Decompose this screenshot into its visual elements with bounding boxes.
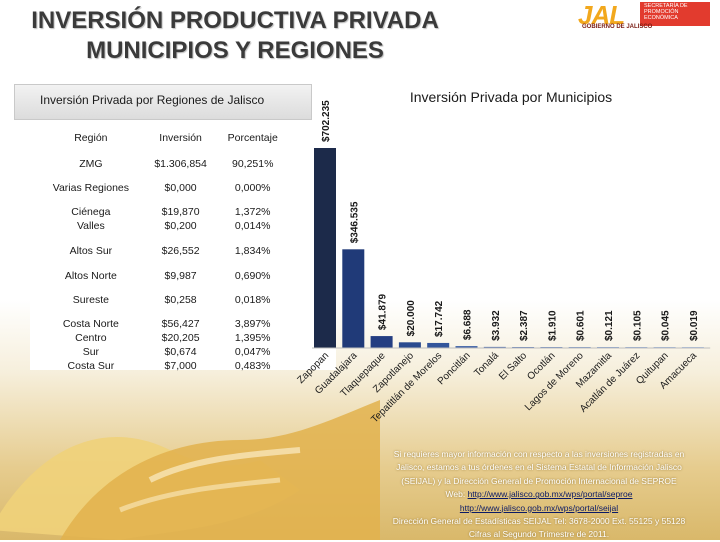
- cell-inversion: $19,870: [161, 206, 200, 218]
- cell-porcentaje: 0,690%: [234, 270, 271, 282]
- info-line1: Si requieres mayor información con respe…: [393, 449, 685, 459]
- jal-logo: JAL SECRETARÍA DE PROMOCIÓN ECONÓMICA GO…: [578, 0, 714, 34]
- cell-porcentaje: 0,047%: [234, 346, 271, 358]
- cell-region: Valles: [76, 220, 105, 232]
- cell-region: Sureste: [72, 294, 109, 306]
- cell-region: Altos Sur: [69, 245, 113, 257]
- cell-porcentaje: 90,251%: [232, 158, 274, 170]
- seproe-link[interactable]: http://www.jalisco.gob.mx/wps/portal/sep…: [467, 489, 633, 500]
- cell-region: Centro: [75, 332, 107, 344]
- header-porcentaje: Porcentaje: [227, 132, 278, 144]
- regions-table-header-row: Región Inversión Porcentaje: [38, 124, 288, 152]
- cell-region: ZMG: [79, 158, 103, 170]
- info-line4: Web: http://www.jalisco.gob.mx/wps/porta…: [376, 488, 702, 501]
- info-line2: Jalisco, estamos a tus órdenes en el Sis…: [396, 462, 682, 473]
- cell-inversion: $0,200: [164, 220, 197, 232]
- cell-porcentaje: 0,014%: [234, 220, 271, 232]
- cell-inversion: $1.306,854: [154, 158, 207, 170]
- regions-table-title: Inversión Privada por Regiones de Jalisc…: [40, 93, 265, 107]
- cell-region: Ciénega: [71, 206, 111, 218]
- table-row: Ciénega Valles $19,870 $0,200 1,372% 0,0…: [38, 200, 288, 238]
- cell-porcentaje: 0,483%: [234, 360, 271, 372]
- info-line7: Cifras al Segundo Trimestre de 2011.: [468, 529, 610, 540]
- cell-region: Varias Regiones: [52, 182, 129, 194]
- info-line6: Dirección General de Estadísticas SEIJAL…: [392, 516, 686, 527]
- cell-region: Altos Norte: [64, 270, 117, 282]
- logo-red-box: [640, 2, 710, 26]
- table-row: ZMG $1.306,854 90,251%: [38, 152, 288, 176]
- cell-inversion: $56,427: [161, 318, 200, 330]
- seijal-link[interactable]: http://www.jalisco.gob.mx/wps/portal/sei…: [459, 502, 619, 513]
- info-web-prefix: Web:: [445, 489, 466, 500]
- cell-inversion: $26,552: [161, 245, 200, 257]
- table-row: Altos Norte $9,987 0,690%: [38, 264, 288, 288]
- logo-gobierno: GOBIERNO DE JALISCO: [582, 24, 653, 30]
- handshake-illustration: [0, 400, 380, 540]
- logo-secretaria: SECRETARÍA DE PROMOCIÓN ECONÓMICA: [644, 3, 688, 21]
- cell-porcentaje: 1,834%: [234, 245, 271, 257]
- value-label: $346.535: [349, 201, 360, 243]
- cell-inversion: $20,205: [161, 332, 200, 344]
- cell-inversion: $7,000: [164, 360, 197, 372]
- cell-inversion: $0,258: [164, 294, 197, 306]
- cell-porcentaje: 1,395%: [234, 332, 271, 344]
- page-title: INVERSIÓN PRODUCTIVA PRIVADA MUNICIPIOS …: [0, 6, 470, 66]
- header-inversion: Inversión: [159, 132, 202, 144]
- info-footer: Si requieres mayor información con respe…: [376, 448, 702, 542]
- regions-table: Región Inversión Porcentaje ZMG $1.306,8…: [38, 124, 288, 378]
- chart-title: Inversión Privada por Municipios: [410, 89, 612, 105]
- regions-panel: [30, 80, 336, 370]
- cell-inversion: $9,987: [164, 270, 197, 282]
- cell-porcentaje: 3,897%: [234, 318, 271, 330]
- table-row: Costa Norte Centro Sur Costa Sur $56,427…: [38, 312, 288, 378]
- table-row: Altos Sur $26,552 1,834%: [38, 238, 288, 264]
- page-title-line1: INVERSIÓN PRODUCTIVA PRIVADA: [31, 7, 439, 34]
- page-title-line2: MUNICIPIOS Y REGIONES: [86, 37, 384, 64]
- table-row: Varias Regiones $0,000 0,000%: [38, 176, 288, 200]
- cell-region: Costa Norte: [62, 318, 119, 330]
- regions-panel-header: [14, 84, 312, 120]
- cell-inversion: $0,000: [164, 182, 197, 194]
- info-line3: (SEIJAL) y la Dirección General de Promo…: [401, 475, 677, 486]
- cell-inversion: $0,674: [164, 346, 197, 358]
- cell-porcentaje: 0,018%: [234, 294, 271, 306]
- cell-porcentaje: 0,000%: [234, 182, 271, 194]
- logo-word: JAL: [578, 0, 625, 30]
- header-region: Región: [74, 132, 108, 144]
- table-row: Sureste $0,258 0,018%: [38, 288, 288, 312]
- cell-porcentaje: 1,372%: [234, 206, 271, 218]
- cell-region: Costa Sur: [67, 360, 115, 372]
- cell-region: Sur: [82, 346, 100, 358]
